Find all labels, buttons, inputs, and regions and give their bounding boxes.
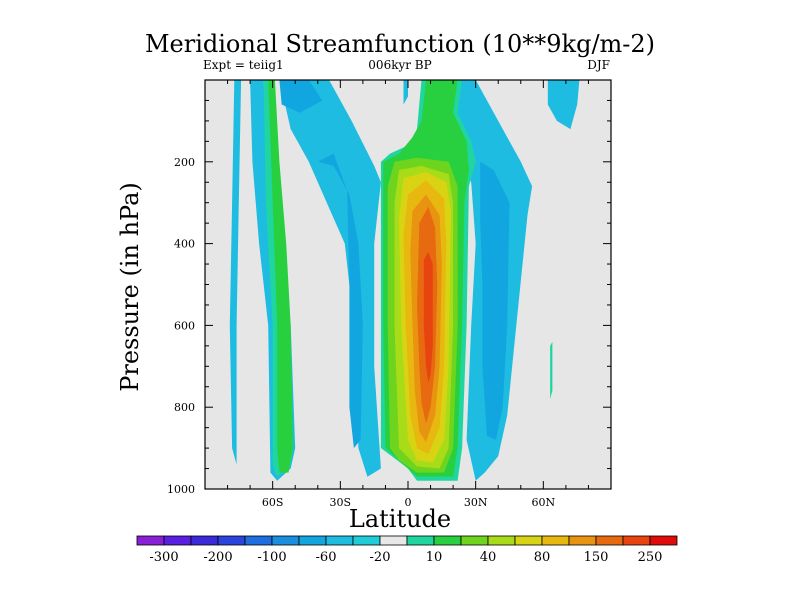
colorbar-label: -60 [316,550,337,565]
colorbar-swatch [487,535,516,546]
colorbar-swatch [514,535,543,546]
y-tick-label: 200 [174,156,195,169]
x-tick-label: 0 [405,496,412,509]
colorbar-swatch [163,535,192,546]
x-tick-label: 30N [464,496,488,509]
contour-region-8 [480,161,510,440]
y-tick-label: 400 [174,238,195,251]
colorbar-label: -20 [370,550,391,565]
contour-region-12 [268,80,293,473]
contour-region-0 [229,80,242,473]
colorbar-swatch [568,535,597,546]
subtitle-center: 006kyr BP [368,58,432,72]
colorbar-label: 10 [426,550,443,565]
colorbar-swatch [217,535,246,546]
colorbar-swatch [271,535,300,546]
x-tick-label: 30S [330,496,352,509]
contour-region-2 [279,80,381,477]
axis-ticks: 200 400 600 800 1000 60S 30S 0 30N 60N [167,79,612,509]
colorbar-swatch [325,535,354,546]
contour-region-6 [279,80,323,113]
contour-region-4 [547,80,580,130]
colorbar-swatch [136,535,165,546]
contour-region-7 [317,153,363,449]
x-axis-label: Latitude [348,505,452,533]
y-tick-label: 600 [174,319,195,332]
colorbar-label: 150 [584,550,609,565]
colorbar-swatch [352,535,381,546]
contour-region-11 [550,341,553,399]
colorbar-swatch [433,535,462,546]
x-tick-label: 60N [532,496,556,509]
chart-title: Meridional Streamfunction (10**9kg/m-2) [144,30,656,58]
colorbar-swatch [649,535,678,546]
subtitle-right: DJF [587,58,610,72]
colorbar-label: -200 [203,550,232,565]
contour-region-5 [403,80,408,105]
contour-region-3 [421,80,533,481]
colorbar-label: 80 [534,550,551,565]
x-tick-label: 60S [262,496,284,509]
colorbar-swatch [541,535,570,546]
colorbar-label: 250 [638,550,663,565]
y-tick-label: 1000 [167,483,195,496]
colorbar-label: 40 [480,550,497,565]
colorbar-swatch [379,535,408,546]
colorbar-swatch [595,535,624,546]
contour-regions [229,80,580,481]
colorbar-label: -300 [149,550,178,565]
y-tick-label: 800 [174,401,195,414]
colorbar-swatch [460,535,489,546]
colorbar-swatch [190,535,219,546]
colorbar-swatch [406,535,435,546]
subtitle-left: Expt = teiig1 [203,58,284,72]
colorbar-swatch [298,535,327,546]
colorbar-swatch [622,535,651,546]
colorbar-swatch [244,535,273,546]
contour-region-20 [423,251,433,383]
colorbar: -300 -200 -100 -60 -20 10 40 80 150 250 [136,535,678,565]
colorbar-label: -100 [257,550,286,565]
